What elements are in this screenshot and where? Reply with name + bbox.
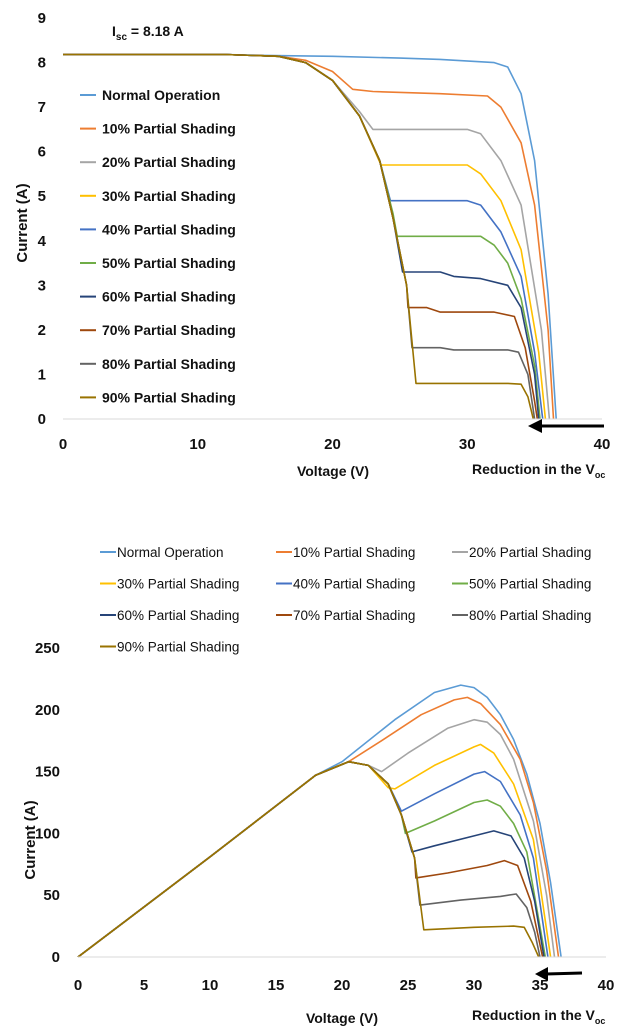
chart-2-x-tick-label: 20	[334, 977, 351, 994]
chart-2-voc-label: Reduction in the Voc	[472, 1007, 605, 1026]
isc-subscript: sc	[116, 32, 128, 43]
chart-1-legend-label: 20% Partial Shading	[102, 154, 236, 170]
chart-2-series-layer	[77, 684, 562, 958]
chart-1-series-line-10	[63, 53, 535, 420]
chart-2-series-line-10	[77, 760, 540, 958]
chart-1-x-tick-label: 30	[459, 436, 476, 453]
chart-2-y-tick-label: 0	[52, 949, 60, 966]
chart-2-x-tick-label: 0	[74, 977, 82, 994]
chart-2-voc-label-text: Reduction in the V	[472, 1007, 596, 1023]
chart-1-y-tick-label: 3	[38, 277, 46, 294]
chart-1-y-tick-label: 4	[38, 233, 47, 250]
isc-value: = 8.18 A	[127, 23, 184, 39]
chart-2-legend-label: 80% Partial Shading	[469, 608, 591, 623]
chart-1-x-tick-label: 0	[59, 436, 67, 453]
chart-1-y-tick-label: 9	[38, 10, 46, 27]
chart-1-legend-label: 90% Partial Shading	[102, 389, 236, 405]
chart-2-legend-label: 50% Partial Shading	[469, 577, 591, 592]
chart-2-x-tick-label: 30	[466, 977, 483, 994]
chart-2-x-tick-label: 35	[532, 977, 549, 994]
chart-1-x-ticks: 0 10 20 30 40	[59, 436, 611, 453]
chart-2-legend-label: 40% Partial Shading	[293, 577, 415, 592]
chart-2-x-ticks: 0 5 10 15 20 25 30 35 40	[74, 977, 615, 994]
chart-1-y-ticks: 0 1 2 3 4 5 6 7 8 9	[38, 10, 47, 428]
chart-1-x-tick-label: 20	[324, 436, 341, 453]
chart-1-y-tick-label: 5	[38, 188, 46, 205]
chart-2-y-tick-label: 50	[43, 887, 60, 904]
chart-2-y-tick-label: 150	[35, 764, 60, 781]
chart-1-y-tick-label: 2	[38, 322, 46, 339]
chart-2-x-axis-title: Voltage (V)	[306, 1010, 378, 1026]
chart-1-y-tick-label: 1	[38, 366, 46, 383]
chart-2-voc-arrowhead	[535, 967, 548, 981]
chart-1-y-axis-title: Current (A)	[14, 183, 31, 262]
chart-2-legend: Normal Operation 10% Partial Shading 20% P…	[100, 545, 591, 655]
chart-2-legend-label: 10% Partial Shading	[293, 545, 415, 560]
isc-symbol: I	[112, 23, 116, 39]
chart-2-series-line-3	[77, 718, 556, 958]
chart-2-y-tick-label: 250	[35, 640, 60, 657]
chart-1-legend-label: 30% Partial Shading	[102, 188, 236, 204]
chart-2-x-tick-label: 5	[140, 977, 148, 994]
chart-1-legend-label: 80% Partial Shading	[102, 356, 236, 372]
chart-iv-curve: 0 10 20 30 40 0 1 2 3 4 5 6 7 8 9 Current (A) Voltage…	[14, 10, 611, 480]
chart-1-x-tick-label: 40	[594, 436, 611, 453]
chart-2-x-tick-label: 15	[268, 977, 285, 994]
chart-2-legend-label: 30% Partial Shading	[117, 577, 239, 592]
chart-1-legend-label: 60% Partial Shading	[102, 289, 236, 305]
chart-1-x-tick-label: 10	[189, 436, 206, 453]
chart-2-x-tick-label: 10	[202, 977, 219, 994]
chart-2-legend-label: 60% Partial Shading	[117, 608, 239, 623]
chart-1-legend-label: 10% Partial Shading	[102, 121, 236, 137]
chart-1-legend: Normal Operation 10% Partial Shading 20% P…	[80, 87, 236, 405]
chart-2-x-tick-label: 40	[598, 977, 615, 994]
chart-1-y-tick-label: 7	[38, 99, 46, 116]
chart-2-legend-label: 70% Partial Shading	[293, 608, 415, 623]
chart-1-y-tick-label: 8	[38, 55, 46, 72]
chart-2-legend-label: 20% Partial Shading	[469, 545, 591, 560]
chart-1-legend-label: 40% Partial Shading	[102, 221, 236, 237]
chart-2-voc-arrow	[545, 971, 583, 976]
chart-pv-curve: Normal Operation 10% Partial Shading 20% P…	[22, 545, 615, 1026]
chart-1-legend-label: 50% Partial Shading	[102, 255, 236, 271]
chart-1-y-tick-label: 0	[38, 411, 46, 428]
chart-2-legend-label: 90% Partial Shading	[117, 640, 239, 655]
chart-1-voc-arrowhead	[528, 419, 542, 433]
chart-2-legend-label: Normal Operation	[117, 545, 224, 560]
chart-2-x-tick-label: 25	[400, 977, 417, 994]
chart-2-series-line-2	[77, 696, 560, 958]
chart-1-legend-label: Normal Operation	[102, 87, 220, 103]
chart-1-isc-annotation: Isc = 8.18 A	[112, 23, 184, 43]
chart-2-y-tick-label: 100	[35, 825, 60, 842]
chart-2-y-axis-title: Current (A)	[22, 800, 39, 879]
chart-2-voc-label-sub: oc	[595, 1016, 606, 1026]
chart-2-series-line-1	[77, 684, 562, 958]
chart-1-voc-label: Reduction in the Voc	[472, 461, 605, 480]
chart-2-y-ticks: 0 50 100 150 200 250	[35, 640, 60, 966]
chart-1-legend-label: 70% Partial Shading	[102, 322, 236, 338]
chart-1-voc-label-text: Reduction in the V	[472, 461, 596, 477]
chart-2-y-tick-label: 200	[35, 702, 60, 719]
chart-1-y-tick-label: 6	[38, 144, 46, 161]
chart-1-voc-label-sub: oc	[595, 470, 606, 480]
chart-1-series-layer	[63, 53, 557, 420]
chart-1-x-axis-title: Voltage (V)	[297, 463, 369, 479]
